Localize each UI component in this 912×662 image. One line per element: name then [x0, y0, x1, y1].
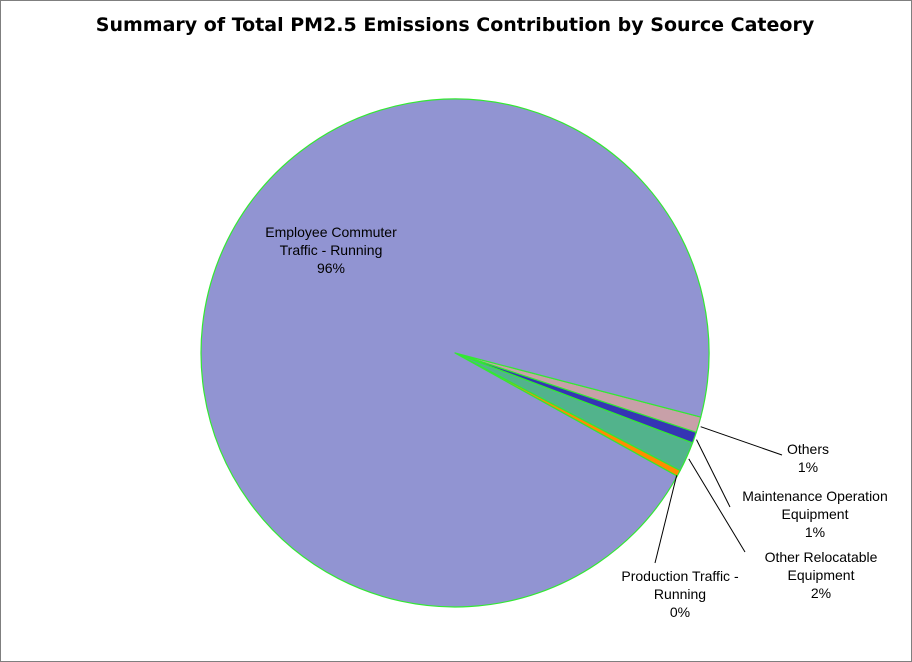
slice-percent: 0%: [670, 604, 690, 620]
slice-name: Running: [654, 586, 706, 602]
leader-line: [696, 439, 731, 508]
slice-name: Other Relocatable: [765, 549, 878, 565]
slice-percent: 1%: [798, 459, 818, 475]
slice-label: Other Relocatable Equipment 2%: [765, 549, 878, 601]
slice-name: Equipment: [788, 567, 855, 583]
leader-line: [654, 475, 678, 564]
slice-label: Others 1%: [787, 441, 829, 475]
slice-label: Employee Commuter Traffic - Running 96%: [265, 224, 397, 276]
slice-name: Production Traffic -: [621, 568, 739, 584]
chart-title: Summary of Total PM2.5 Emissions Contrib…: [95, 14, 815, 36]
slice-percent: 2%: [811, 585, 831, 601]
slice-name: Equipment: [782, 506, 849, 522]
slice-label: Production Traffic - Running 0%: [621, 568, 739, 620]
slice-name: Maintenance Operation: [742, 488, 888, 504]
pie-slice: [200, 98, 710, 608]
slice-percent: 1%: [805, 524, 825, 540]
slice-name: Traffic - Running: [280, 242, 383, 258]
leader-line: [688, 458, 746, 553]
slice-name: Employee Commuter: [265, 224, 397, 240]
slice-name: Others: [787, 441, 829, 457]
slice-percent: 96%: [317, 260, 345, 276]
slice-label: Maintenance Operation Equipment 1%: [742, 488, 888, 540]
leader-line: [700, 426, 783, 456]
